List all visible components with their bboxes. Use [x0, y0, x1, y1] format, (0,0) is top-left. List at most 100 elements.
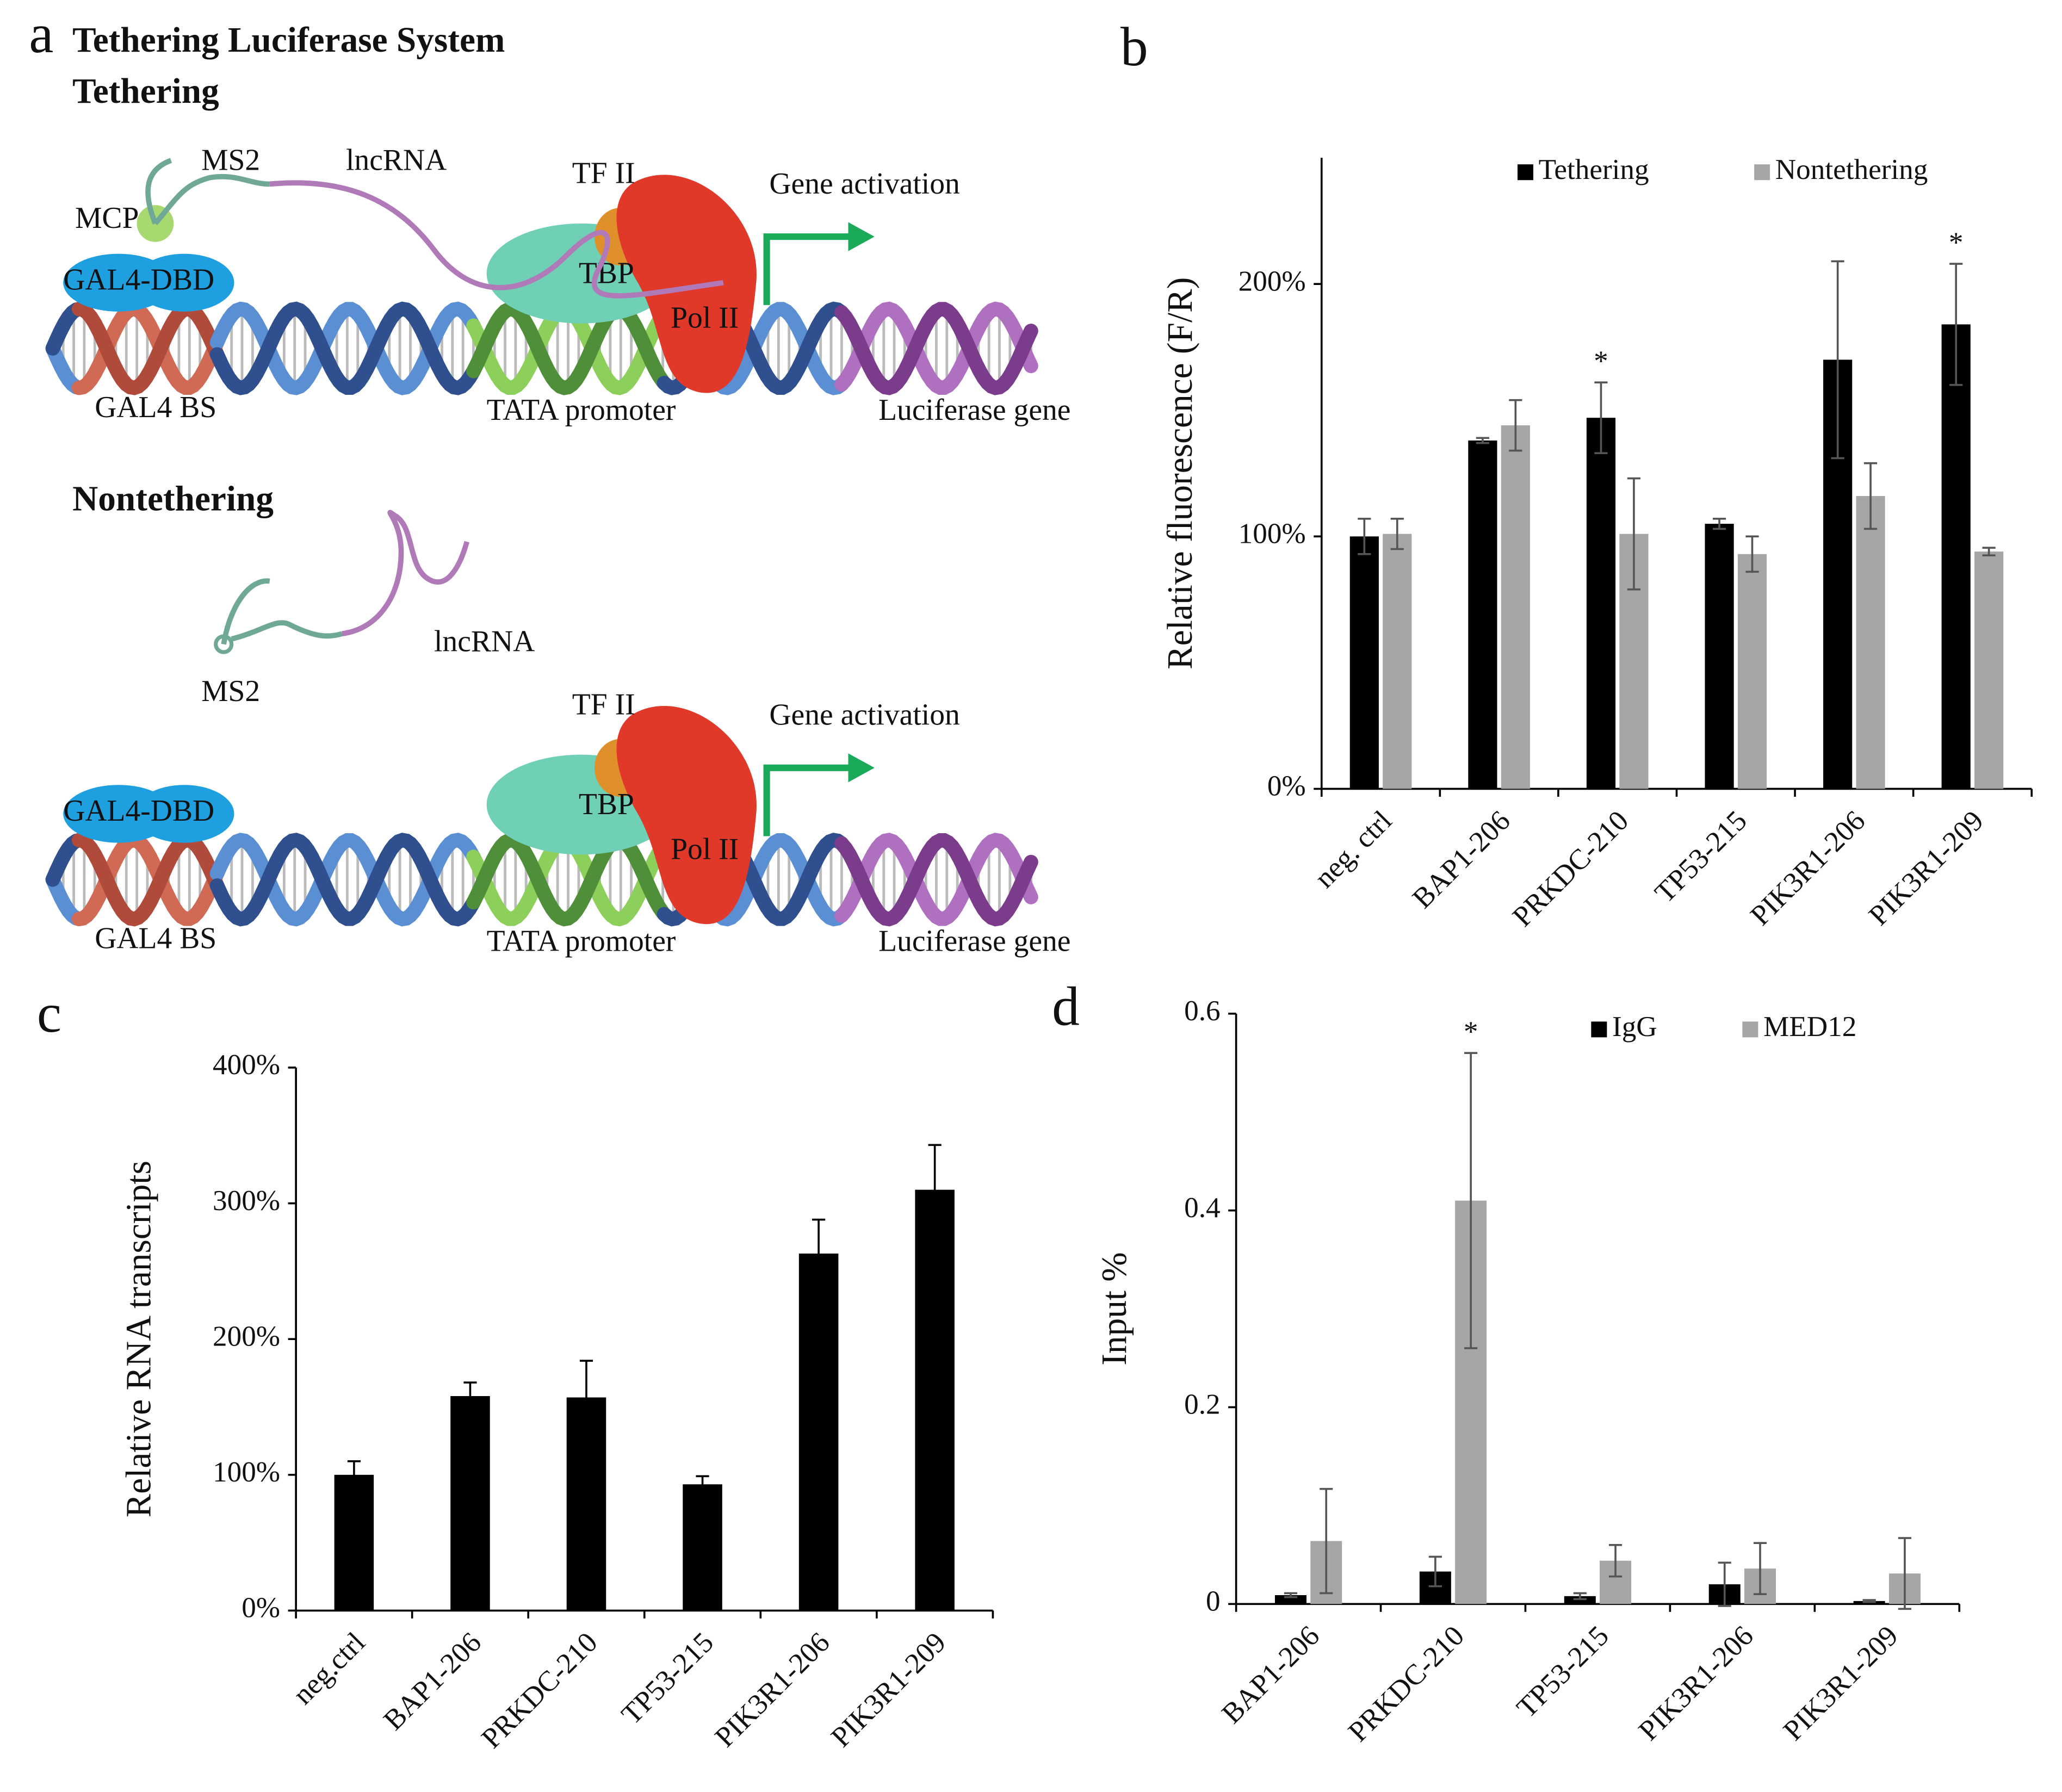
y-axis-label: Input %: [1095, 1252, 1134, 1365]
dna-strand: [45, 833, 84, 887]
error-bar: [1320, 1487, 1333, 1595]
y-tick-label: 300%: [213, 1185, 280, 1217]
error-bar: [1284, 1592, 1298, 1598]
bar: [1468, 440, 1497, 789]
error-bar: [1358, 518, 1371, 555]
arrow: [763, 233, 852, 305]
y-axis-label: Relative fluorescence (F/R): [1161, 277, 1200, 669]
bar: [1974, 551, 2004, 789]
section-title: Tethering: [72, 72, 219, 111]
dna-strand: [834, 302, 1038, 395]
diagram-label: lncRNA: [434, 624, 535, 658]
dna-strand: [71, 833, 225, 927]
error-bar: [1745, 535, 1759, 573]
x-tick-label: PRKDC-210: [475, 1626, 604, 1754]
lncrna: [269, 180, 724, 299]
x-tick-label: BAP1-206: [377, 1626, 487, 1737]
dna-strand: [45, 341, 84, 395]
error-bar: [928, 1144, 942, 1236]
legend-label: Tethering: [1539, 153, 1649, 185]
legend-swatch: [1591, 1021, 1607, 1038]
y-axis-label: Relative RNA transcripts: [119, 1161, 158, 1517]
error-bar: [1594, 381, 1608, 454]
dna-strand: [71, 833, 225, 927]
y-tick-label: 0.6: [1184, 995, 1220, 1027]
diagram-label: Gene activation: [769, 698, 959, 732]
dna-strand: [834, 833, 1038, 927]
diagram-label: Luciferase gene: [878, 393, 1070, 427]
diagram-label: TF II: [572, 687, 635, 721]
diagram-label: MS2: [201, 144, 260, 177]
error-bar: [1863, 462, 1878, 530]
dna-strand: [466, 833, 670, 927]
error-bar: [1476, 437, 1489, 444]
bar: [1941, 324, 1971, 789]
error-bar: [347, 1460, 361, 1490]
error-bar: [579, 1360, 593, 1435]
bar: [1705, 524, 1734, 789]
diagram-label: MS2: [201, 674, 260, 708]
diagram-label: Gene activation: [769, 167, 959, 201]
error-bar: [1862, 1599, 1876, 1603]
bar: [1349, 536, 1379, 789]
x-tick-label: TP53-215: [1510, 1620, 1615, 1724]
arrow: [763, 764, 852, 836]
dna-strand: [71, 301, 225, 395]
y-tick-label: 200%: [213, 1320, 280, 1352]
x-tick-label: TP53-215: [615, 1626, 720, 1731]
bar: [915, 1189, 955, 1611]
error-bar: [696, 1475, 709, 1494]
chart: d Input % 0 0.2 0.4 0.6 BAP1-206 PRKDC-210 TP53-…: [1052, 976, 1961, 1748]
bar: [683, 1484, 722, 1611]
error-bar: [1982, 547, 1996, 556]
x-tick-label: PRKDC-210: [1342, 1620, 1470, 1748]
pol2: [616, 705, 757, 925]
dna-strand: [45, 872, 84, 926]
dna-strand: [834, 833, 1038, 926]
dna-strand: [466, 301, 670, 395]
bar: [450, 1396, 490, 1611]
diagram-label: Pol II: [671, 832, 739, 866]
error-bar: [1949, 263, 1963, 386]
legend-swatch: [1742, 1021, 1758, 1038]
x-tick-label: neg. ctrl: [1308, 804, 1398, 894]
y-tick-label: 100%: [213, 1456, 280, 1488]
dna-strand: [209, 833, 481, 927]
arrow-head: [848, 222, 875, 251]
diagram-label: TBP: [579, 788, 634, 821]
y-tick-label: 0%: [1267, 770, 1306, 802]
bar: [1856, 496, 1885, 789]
error-bar: [1390, 518, 1404, 550]
error-bar: [1608, 1543, 1623, 1578]
diagram-label: lncRNA: [346, 144, 447, 177]
gal4-dbd: [134, 253, 234, 312]
dna-strand: [834, 301, 1038, 395]
diagram-label: Pol II: [671, 301, 739, 335]
legend-label: IgG: [1612, 1010, 1657, 1043]
legend-label: MED12: [1763, 1010, 1856, 1043]
x-tick-label: PIK3R1-209: [825, 1626, 952, 1753]
bar: [334, 1474, 374, 1611]
section-title: Nontethering: [72, 479, 274, 518]
lncrna: [342, 510, 470, 637]
bar: [1383, 534, 1412, 789]
x-tick-label: PIK3R1-209: [1862, 804, 1990, 932]
diagram-label: MCP: [75, 201, 139, 235]
dna-strand: [71, 301, 225, 395]
error-bar: [1573, 1592, 1587, 1601]
ms2: [221, 578, 343, 645]
chart: b Relative fluorescence (F/R) 0% 100% 200% ne…: [1120, 16, 2033, 933]
error-bar: [463, 1381, 477, 1411]
diagram-label: Luciferase gene: [878, 925, 1070, 958]
legend-swatch: [1517, 164, 1533, 181]
annotation: *: [1594, 345, 1608, 377]
x-tick-label: PIK3R1-209: [1777, 1620, 1904, 1747]
y-tick-label: 100%: [1239, 518, 1306, 550]
panel-label: d: [1052, 976, 1080, 1037]
y-tick-label: 0%: [242, 1592, 280, 1624]
x-tick-label: PIK3R1-206: [1744, 804, 1872, 932]
error-bar: [1627, 477, 1640, 591]
ms2: [145, 158, 270, 226]
